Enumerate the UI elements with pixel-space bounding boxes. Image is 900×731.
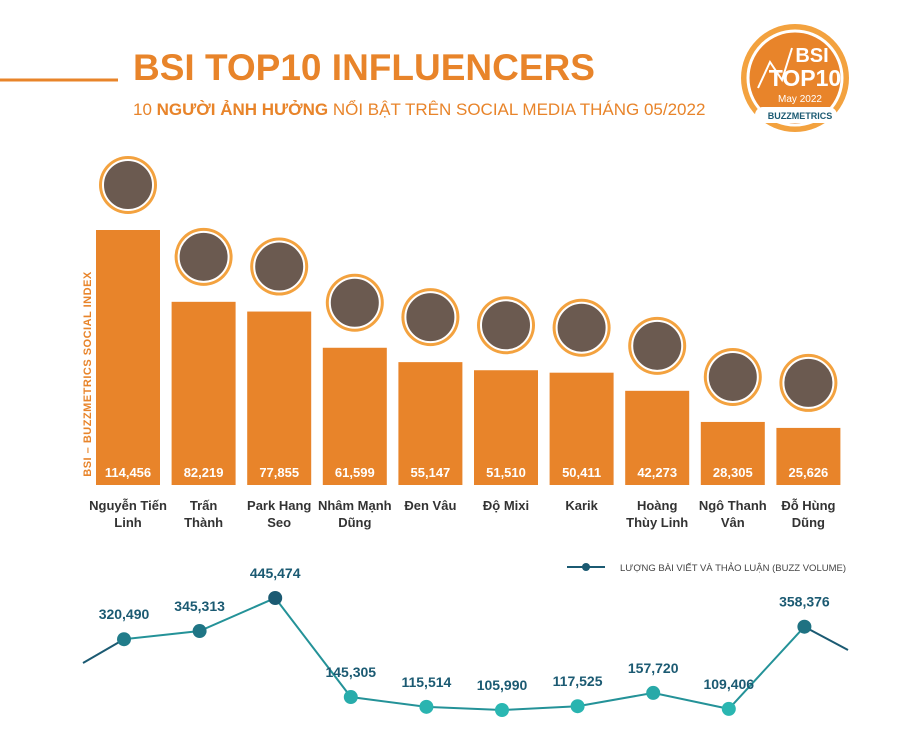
category-label: Trấn Thành: [184, 498, 223, 530]
bar-value-label: 82,219: [184, 465, 224, 480]
bar: [474, 370, 538, 485]
avatar: [631, 319, 684, 372]
bar-value-label: 114,456: [105, 465, 151, 480]
category-label: Hoàng Thùy Linh: [626, 498, 688, 530]
bar: [398, 362, 463, 485]
bar: [625, 390, 690, 485]
logo-text: TOP10: [769, 65, 841, 91]
logo-badge: [755, 107, 837, 123]
avatar: [328, 276, 381, 329]
buzz-point: [797, 619, 812, 634]
buzz-value-label: 109,406: [703, 676, 754, 692]
bar: [322, 347, 387, 485]
avatar: [706, 350, 759, 403]
buzz-point: [419, 699, 434, 714]
category-label: Nguyễn Tiến Linh: [89, 498, 167, 530]
subtitle-part: NỔI BẬT TRÊN SOCIAL MEDIA THÁNG 05/2022: [328, 100, 705, 119]
avatar: [253, 240, 306, 293]
category-label: Nhâm Mạnh Dũng: [318, 498, 392, 530]
bar-value-label: 25,626: [789, 465, 829, 480]
logo-disc: [746, 29, 844, 127]
bar-value-label: 50,411: [562, 465, 601, 480]
buzz-value-label: 115,514: [401, 674, 451, 690]
avatar: [555, 301, 608, 354]
subtitle-part: 10: [133, 100, 157, 119]
chart-subtitle: 10 NGƯỜI ẢNH HƯỞNG NỔI BẬT TRÊN SOCIAL M…: [133, 100, 705, 119]
buzz-value-label: 105,990: [477, 677, 528, 693]
bar-value-label: 51,510: [486, 465, 526, 480]
bar: [700, 421, 765, 485]
category-label: Park Hang Seo: [247, 498, 311, 530]
bar-value-label: 55,147: [411, 465, 451, 480]
logo-text: BSI: [795, 45, 828, 67]
logo-date: May 2022: [778, 94, 822, 105]
category-label: Độ Mixi: [483, 498, 529, 513]
buzz-value-label: 358,376: [779, 594, 830, 610]
line-lead: [82, 638, 125, 664]
avatar: [480, 299, 532, 352]
buzz-point: [117, 632, 131, 647]
logo-spark: [757, 47, 793, 89]
buzz-point: [646, 685, 661, 700]
bar: [549, 372, 614, 485]
avatar: [404, 291, 457, 344]
chart-title: BSI TOP10 INFLUENCERS: [133, 47, 595, 88]
buzz-point: [192, 624, 207, 639]
avatar: [782, 356, 835, 409]
category-label: Đen Vâu: [404, 498, 456, 513]
buzz-value-label: 117,525: [553, 673, 603, 689]
buzz-point: [495, 703, 509, 717]
category-label: Ngô Thanh Vân: [699, 498, 767, 530]
buzz-point: [570, 699, 585, 714]
category-label: Karik: [565, 498, 598, 513]
buzz-value-label: 157,720: [628, 660, 679, 676]
bar: [171, 301, 236, 485]
bar: [96, 230, 160, 485]
subtitle-part: NGƯỜI ẢNH HƯỞNG: [157, 100, 329, 119]
buzz-value-label: 145,305: [325, 664, 376, 680]
buzz-point: [343, 690, 358, 705]
avatar: [102, 159, 154, 211]
bar-value-label: 42,273: [637, 465, 677, 480]
logo-brand: BUZZMETRICS: [768, 111, 833, 121]
bar-value-label: 28,305: [713, 465, 753, 480]
buzz-point: [268, 591, 283, 605]
legend-label: LƯỢNG BÀI VIẾT VÀ THẢO LUẬN (BUZZ VOLUME…: [620, 562, 846, 574]
logo: BSI TOP10 May 2022 BUZZMETRICS: [741, 24, 849, 132]
y-axis-label: BSI – BUZZMETRICS SOCIAL INDEX: [82, 271, 94, 477]
bar: [247, 311, 312, 485]
line-tail: [803, 625, 849, 651]
buzz-line: [123, 596, 806, 712]
buzz-value-label: 320,490: [99, 606, 150, 622]
buzz-value-label: 445,474: [250, 565, 301, 581]
buzz-point: [721, 701, 736, 716]
bar-value-label: 77,855: [259, 465, 299, 480]
buzz-value-label: 345,313: [174, 598, 225, 614]
legend-marker: [582, 563, 590, 571]
avatar: [177, 230, 230, 283]
bar: [776, 427, 841, 485]
bar-value-label: 61,599: [335, 465, 375, 480]
category-label: Đỗ Hùng Dũng: [781, 498, 835, 530]
